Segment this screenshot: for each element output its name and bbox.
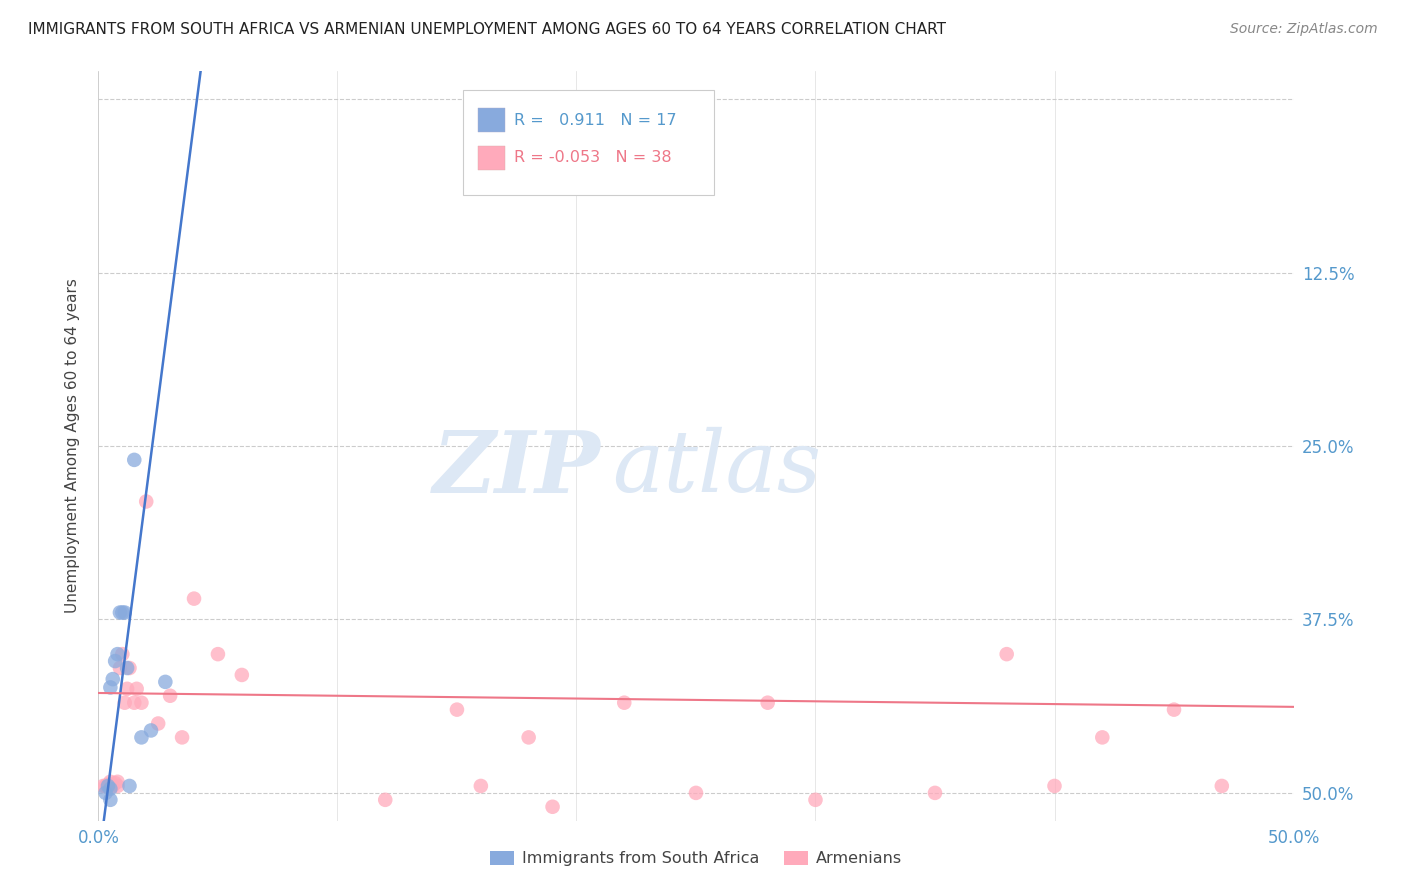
Point [924, 786, 946, 800]
Point [114, 696, 136, 710]
Text: atlas: atlas [613, 427, 821, 510]
Point [374, 793, 396, 807]
Point [98, 774, 122, 789]
Y-axis label: Unemployment Among Ages 60 to 64 years: Unemployment Among Ages 60 to 64 years [65, 278, 80, 614]
Point [115, 661, 138, 675]
Point [183, 591, 205, 606]
Point [97, 779, 120, 793]
Text: IMMIGRANTS FROM SOUTH AFRICA VS ARMENIAN UNEMPLOYMENT AMONG AGES 60 TO 64 YEARS : IMMIGRANTS FROM SOUTH AFRICA VS ARMENIAN… [28, 22, 946, 37]
Point [114, 606, 136, 620]
Point [98, 681, 122, 695]
Point [107, 647, 129, 661]
Point [995, 647, 1018, 661]
Point [1091, 731, 1114, 745]
Point [155, 674, 177, 689]
FancyBboxPatch shape [478, 145, 505, 169]
Point [131, 731, 153, 745]
Point [94, 779, 117, 793]
Point [101, 779, 124, 793]
Point [91, 779, 114, 793]
Point [1163, 703, 1185, 717]
Point [131, 696, 153, 710]
Point [124, 696, 146, 710]
Point [98, 793, 122, 807]
Point [118, 661, 141, 675]
Point [124, 453, 146, 467]
Text: Source: ZipAtlas.com: Source: ZipAtlas.com [1230, 22, 1378, 37]
Point [111, 647, 134, 661]
Point [104, 654, 127, 668]
Text: R =   0.911   N = 17: R = 0.911 N = 17 [515, 112, 676, 128]
Point [685, 786, 707, 800]
Point [172, 731, 194, 745]
Point [98, 781, 122, 796]
Point [1043, 779, 1066, 793]
Point [517, 731, 540, 745]
Point [108, 606, 131, 620]
Point [107, 774, 129, 789]
Point [118, 779, 141, 793]
Point [107, 779, 129, 793]
Point [446, 703, 468, 717]
Point [97, 778, 120, 792]
Text: R = -0.053   N = 38: R = -0.053 N = 38 [515, 150, 672, 165]
FancyBboxPatch shape [478, 108, 505, 132]
Point [108, 661, 131, 675]
Point [115, 681, 138, 696]
Point [104, 776, 127, 790]
Point [94, 786, 117, 800]
Point [756, 696, 779, 710]
Point [101, 672, 124, 686]
Point [613, 696, 636, 710]
Point [541, 799, 564, 814]
Text: ZIP: ZIP [433, 426, 600, 510]
Point [207, 647, 229, 661]
Point [804, 793, 827, 807]
Point [139, 723, 162, 738]
Point [111, 606, 134, 620]
Point [1211, 779, 1233, 793]
Point [148, 716, 170, 731]
Point [135, 494, 157, 508]
Point [470, 779, 492, 793]
Point [159, 689, 181, 703]
Point [231, 668, 253, 682]
Point [125, 681, 148, 696]
FancyBboxPatch shape [463, 90, 714, 195]
Legend: Immigrants from South Africa, Armenians: Immigrants from South Africa, Armenians [484, 844, 908, 872]
